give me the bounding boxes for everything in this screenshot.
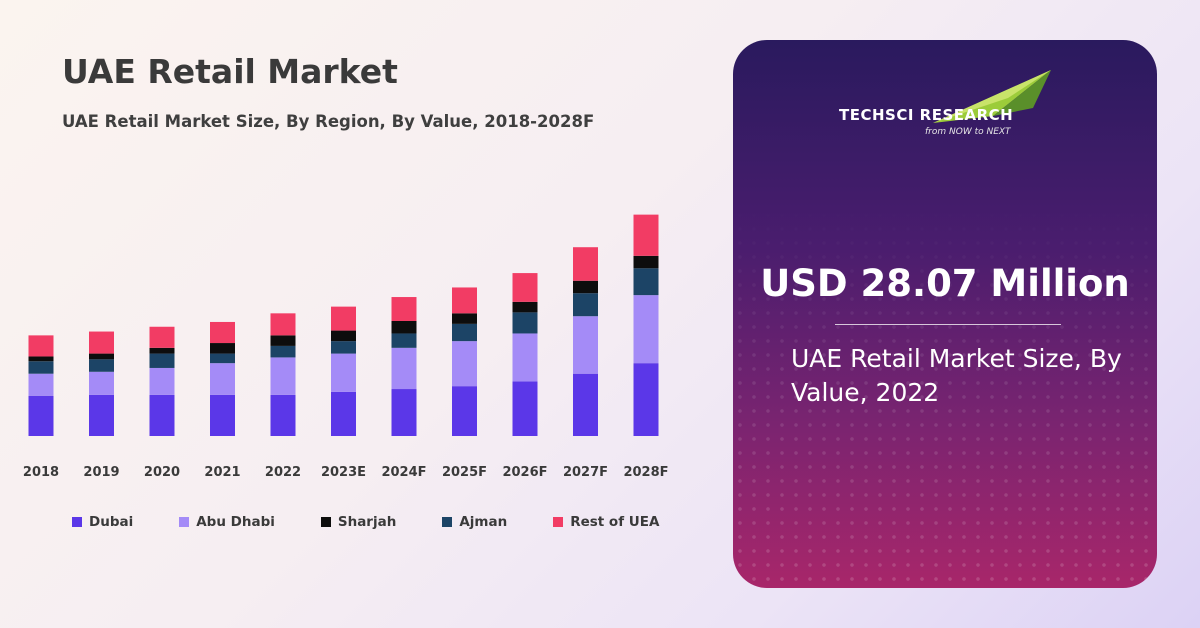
bar-abu-dhabi-2026f — [512, 333, 538, 382]
bar-rest-of-uea-2020 — [149, 326, 175, 348]
bar-abu-dhabi-2028f — [633, 295, 659, 364]
x-tick-label-2022: 2022 — [265, 465, 301, 480]
bar-rest-of-uea-2028f — [633, 214, 659, 256]
legend-item-ajman: Ajman — [442, 514, 507, 530]
legend-label: Ajman — [459, 514, 508, 530]
legend-item-dubai: Dubai — [72, 514, 133, 530]
x-tick-label-2024f: 2024F — [381, 465, 426, 480]
legend-item-abu-dhabi: Abu Dhabi — [179, 514, 275, 530]
bar-dubai-2026f — [512, 381, 538, 436]
bar-dubai-2025f — [452, 386, 477, 436]
legend-item-rest-of-uea: Rest of UEA — [553, 514, 659, 530]
techsci-logo: TECHSCI RESEARCH from NOW to NEXT — [833, 68, 1053, 138]
x-tick-label-2020: 2020 — [144, 465, 180, 480]
legend-item-sharjah: Sharjah — [320, 514, 397, 530]
bar-dubai-2022 — [270, 394, 296, 436]
bar-sharjah-2023e — [331, 330, 356, 342]
dot-pattern — [733, 40, 1157, 588]
x-tick-label-2018: 2018 — [23, 465, 59, 480]
legend-swatch — [320, 517, 331, 527]
bar-dubai-2019 — [89, 394, 114, 436]
summary-panel: TECHSCI RESEARCH from NOW to NEXT USD 28… — [733, 40, 1157, 588]
bar-dubai-2027f — [573, 373, 598, 436]
bar-rest-of-uea-2022 — [270, 313, 296, 336]
legend-label: Sharjah — [337, 514, 397, 530]
chart-legend: Dubai Abu Dhabi Sharjah Ajman Rest of UEA — [72, 514, 705, 530]
bar-ajman-2023e — [331, 341, 356, 354]
x-tick-label-2028f: 2028F — [623, 465, 668, 480]
legend-swatch — [72, 517, 82, 527]
bar-ajman-2018 — [28, 361, 54, 374]
bar-abu-dhabi-2020 — [149, 367, 175, 395]
x-tick-label-2021: 2021 — [204, 465, 240, 480]
bar-ajman-2027f — [573, 293, 598, 317]
bar-abu-dhabi-2027f — [573, 316, 598, 374]
bar-abu-dhabi-2022 — [270, 357, 296, 395]
bar-ajman-2024f — [391, 333, 417, 348]
chart-title: UAE Retail Market — [62, 52, 398, 91]
bar-ajman-2022 — [270, 345, 296, 358]
bar-abu-dhabi-2023e — [331, 353, 356, 392]
bar-dubai-2018 — [28, 395, 54, 436]
bar-abu-dhabi-2021 — [210, 363, 235, 395]
bar-abu-dhabi-2018 — [28, 373, 54, 396]
bar-abu-dhabi-2025f — [452, 341, 477, 387]
bar-sharjah-2024f — [391, 321, 417, 334]
bar-rest-of-uea-2019 — [89, 331, 114, 354]
bar-abu-dhabi-2019 — [89, 371, 114, 395]
bar-rest-of-uea-2027f — [573, 247, 598, 281]
bar-rest-of-uea-2025f — [452, 287, 477, 314]
bar-dubai-2024f — [391, 389, 417, 436]
legend-label: Abu Dhabi — [196, 514, 275, 530]
bar-abu-dhabi-2024f — [391, 347, 417, 390]
bar-ajman-2025f — [452, 323, 477, 342]
x-tick-label-2026f: 2026F — [502, 465, 547, 480]
bar-ajman-2020 — [149, 353, 175, 368]
bar-sharjah-2018 — [28, 356, 54, 362]
market-size-value: USD 28.07 Million — [760, 262, 1130, 305]
x-tick-label-2025f: 2025F — [442, 465, 487, 480]
bar-dubai-2028f — [633, 363, 659, 436]
bar-sharjah-2019 — [89, 353, 114, 360]
chart-subtitle: UAE Retail Market Size, By Region, By Va… — [62, 112, 595, 131]
bar-ajman-2028f — [633, 268, 659, 296]
bar-rest-of-uea-2021 — [210, 321, 235, 344]
logo-tagline: from NOW to NEXT — [925, 127, 1011, 137]
bar-sharjah-2028f — [633, 255, 659, 269]
x-tick-label-2019: 2019 — [83, 465, 119, 480]
bar-sharjah-2021 — [210, 343, 235, 354]
bar-dubai-2020 — [149, 394, 175, 436]
x-tick-label-2027f: 2027F — [563, 465, 608, 480]
bar-dubai-2021 — [210, 394, 235, 436]
logo-arrow-icon — [933, 70, 1051, 123]
legend-swatch — [442, 517, 453, 527]
bar-rest-of-uea-2024f — [391, 297, 417, 321]
bar-dubai-2023e — [331, 391, 356, 436]
legend-label: Dubai — [89, 514, 134, 530]
bar-sharjah-2022 — [270, 335, 296, 346]
bar-ajman-2019 — [89, 359, 114, 372]
bar-ajman-2021 — [210, 353, 235, 364]
legend-swatch — [553, 517, 564, 527]
stacked-bar-chart: 2018 2019 2020 2021 2022 2023E 2024F 2025F 2026F… — [23, 214, 669, 480]
bar-sharjah-2025f — [452, 313, 477, 324]
legend-swatch — [179, 517, 190, 527]
bar-sharjah-2027f — [573, 280, 598, 294]
bar-ajman-2026f — [512, 312, 538, 334]
bar-rest-of-uea-2018 — [28, 335, 54, 357]
market-size-caption: UAE Retail Market Size, By Value, 2022 — [791, 344, 1122, 407]
bar-sharjah-2026f — [512, 301, 538, 313]
divider — [835, 324, 1061, 325]
logo-name: TECHSCI RESEARCH — [839, 106, 1014, 124]
x-tick-label-2023e: 2023E — [321, 465, 366, 480]
bar-sharjah-2020 — [149, 347, 175, 354]
bar-rest-of-uea-2023e — [331, 306, 356, 331]
legend-label: Rest of UEA — [570, 514, 660, 530]
bar-rest-of-uea-2026f — [512, 273, 538, 302]
